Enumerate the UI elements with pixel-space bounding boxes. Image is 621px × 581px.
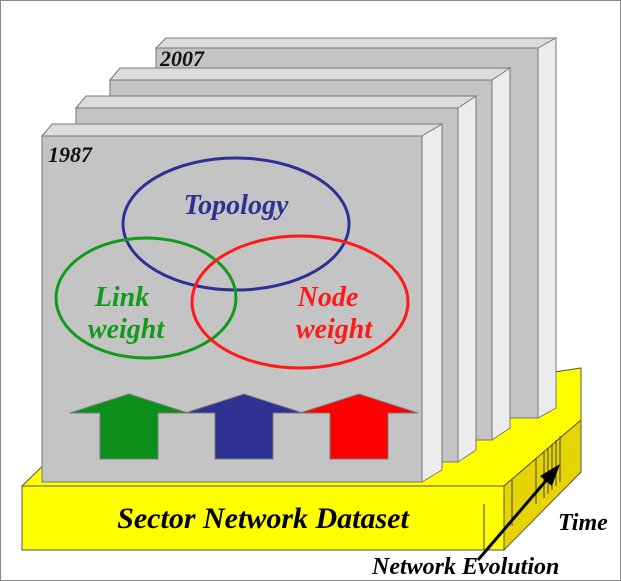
year-label-1987: 1987 xyxy=(48,142,93,167)
time-axis: Time Network Evolution xyxy=(371,464,608,580)
slab-2-top xyxy=(74,95,478,109)
time-label: Time xyxy=(558,510,608,536)
slab-3-top xyxy=(108,67,512,81)
topology-label: Topology xyxy=(184,190,289,221)
base-label: Sector Network Dataset xyxy=(117,502,410,535)
slab-2007-side xyxy=(537,37,557,419)
link-weight-ellipse xyxy=(54,236,238,360)
time-arrow-head xyxy=(540,464,560,486)
red-up-arrow xyxy=(299,393,419,460)
network-evolution-label: Network Evolution xyxy=(371,554,559,580)
input-arrows xyxy=(69,393,419,460)
slab-1987-side xyxy=(421,123,443,483)
slab-2-side xyxy=(457,95,477,463)
link-label-line2: weight xyxy=(88,314,165,345)
slab-2007-top xyxy=(154,37,558,49)
slab-1987-top xyxy=(40,123,444,137)
base-front-face xyxy=(21,485,505,551)
node-label-line1: Node xyxy=(297,282,359,313)
venn-diagram: Topology Link weight Node weight xyxy=(54,156,410,370)
green-up-arrow xyxy=(69,393,189,460)
link-label-line1: Link xyxy=(94,282,149,313)
node-label-line2: weight xyxy=(296,314,373,345)
slab-3-side xyxy=(491,67,511,441)
time-arrow-shaft xyxy=(476,475,552,561)
node-weight-ellipse xyxy=(190,234,410,370)
slab-1987: 1987 Topology Link weight Node weight xyxy=(40,123,444,483)
year-label-2007: 2007 xyxy=(159,46,205,71)
blue-up-arrow xyxy=(184,393,304,460)
